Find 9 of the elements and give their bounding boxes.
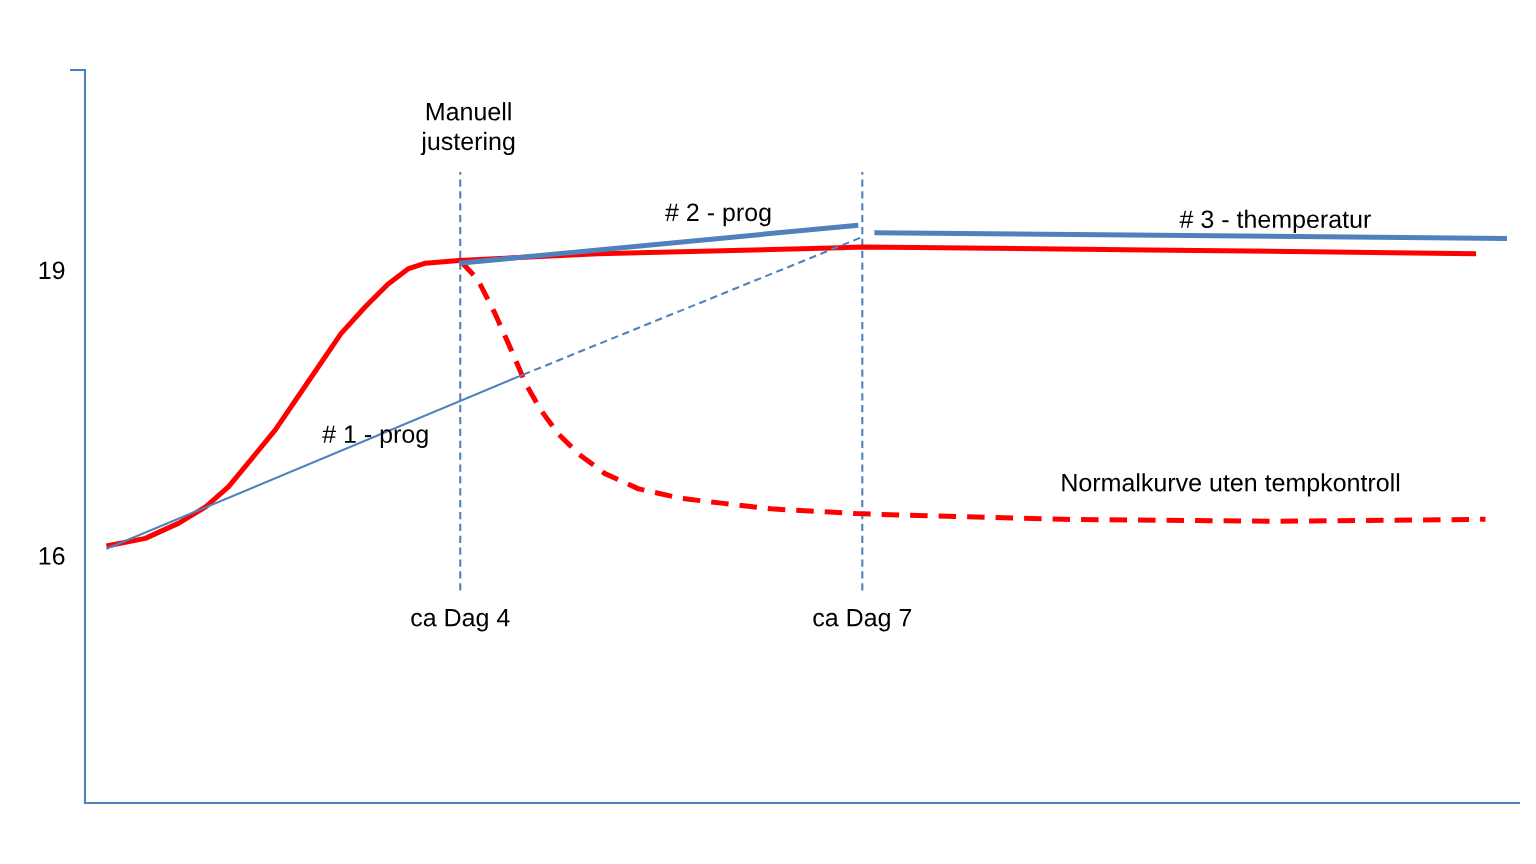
series-label: # 1 - prog — [322, 425, 428, 448]
y-tick-label: 16 — [39, 547, 65, 565]
series-label: # 3 - themperatur — [1179, 209, 1371, 234]
series-label: # 2 - prog — [665, 203, 771, 227]
ref-line-label: ca Dag 7 — [813, 609, 912, 632]
annotation: Manuell justering — [420, 102, 515, 156]
series-label: Normalkurve uten tempkontroll — [1062, 473, 1400, 497]
y-tick-label: 19 — [39, 261, 65, 280]
ref-line-label: ca Dag 4 — [411, 609, 510, 632]
